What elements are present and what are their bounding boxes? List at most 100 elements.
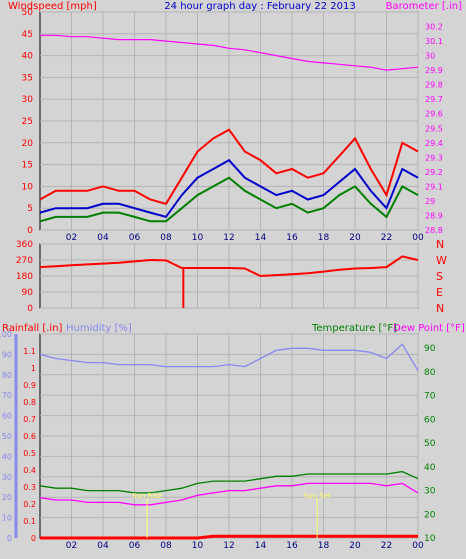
chart-date-title: 24 hour graph day : February 22 2013 [164,1,355,12]
barometer-tick-label: 29.9 [425,66,443,75]
barometer-tick-label: 30.2 [425,23,443,32]
series-barometer [40,34,419,71]
direction-tick-label: 90 [22,288,34,298]
temperature-header: Temperature [°F] [311,323,397,334]
humidity-tick-label: 70 [2,391,12,400]
rainfall-tick-label: 0.7 [23,415,36,424]
barometer-tick-label: 29 [425,197,435,206]
rainfall-tick-label: 0.9 [23,381,36,390]
wind-xtick-label: 10 [192,233,204,243]
direction-tick-label: 0 [27,304,33,314]
temperature-xtick-label: 20 [349,541,361,551]
sun-set-label: Sun Set [304,492,331,500]
barometer-tick-label: 29.1 [425,182,443,191]
rainfall-tick-label: 0.6 [23,432,36,441]
temperature-tick-label: 90 [424,344,436,354]
rainfall-tick-label: 0 [31,534,36,543]
temperature-xtick-label: 08 [160,541,172,551]
barometer-tick-label: 29.3 [425,153,443,162]
humidity-header: Humidity [%] [66,323,132,334]
barometer-tick-label: 30.1 [425,37,443,46]
wind-xtick-label: 02 [66,233,77,243]
humidity-tick-label: 80 [2,371,12,380]
temperature-tick-label: 60 [424,415,436,425]
rainfall-tick-label: 0.3 [23,483,36,492]
series-average [39,158,419,219]
windspeed-tick-label: 25 [22,117,33,127]
series-wind-direction [39,255,419,278]
dewpoint-header: Dew Point [°F] [393,323,465,334]
sun-rise-label: Sun Rise [132,492,162,500]
rainfall-tick-label: 1 [31,364,36,373]
windspeed-tick-label: 5 [27,204,33,214]
temperature-xtick-label: 14 [255,541,267,551]
humidity-tick-label: 0 [7,534,12,543]
temperature-xtick-label: 04 [97,541,109,551]
wind-xtick-label: 22 [381,233,392,243]
direction-tick-label: 360 [16,240,33,250]
rainfall-tick-label: 0.4 [23,466,36,475]
temperature-xtick-label: 00 [412,541,424,551]
wind-xtick-label: 16 [286,233,298,243]
barometer-tick-label: 30 [425,52,435,61]
wind-xtick-label: 12 [223,233,234,243]
rainfall-tick-label: 0.8 [23,398,36,407]
barometer-tick-label: 29.4 [425,139,443,148]
windspeed-tick-label: 15 [22,161,33,171]
wind-xtick-label: 00 [412,233,424,243]
temperature-tick-label: 80 [424,368,436,378]
rainfall-header: Rainfall [.in] [2,323,63,334]
compass-label: E [436,286,443,299]
series-rainfall [40,534,418,540]
series-dew-point [39,482,419,506]
wind-xtick-label: 08 [160,233,172,243]
windspeed-tick-label: 0 [27,226,33,236]
compass-label: S [436,270,443,283]
rainfall-tick-label: 0.2 [23,500,36,509]
humidity-tick-label: 30 [2,473,12,482]
windspeed-tick-label: 50 [22,8,34,18]
direction-tick-label: 180 [16,272,33,282]
temperature-xtick-label: 10 [192,541,204,551]
temperature-tick-label: 20 [424,510,436,520]
series-temperature [39,470,419,494]
humidity-tick-label: 50 [2,432,12,441]
windspeed-tick-label: 35 [22,73,33,83]
wind-xtick-label: 06 [129,233,141,243]
humidity-tick-label: 20 [2,493,12,502]
windspeed-tick-label: 45 [22,30,33,40]
barometer-tick-label: 29.8 [425,81,443,90]
temperature-tick-label: 50 [424,439,436,449]
wind-xtick-label: 14 [255,233,267,243]
series-humidity [39,343,419,372]
temperature-tick-label: 40 [424,463,436,473]
temperature-xtick-label: 06 [129,541,141,551]
barometer-tick-label: 28.8 [425,226,443,235]
windspeed-tick-label: 20 [22,139,34,149]
barometer-tick-label: 28.9 [425,211,443,220]
temperature-xtick-label: 16 [286,541,298,551]
temperature-xtick-label: 02 [66,541,77,551]
series-wind [39,176,419,223]
temperature-tick-label: 10 [424,534,436,544]
barometer-header: Barometer [.in] [386,1,462,12]
windspeed-header: Windspeed [mph] [8,1,97,12]
windspeed-tick-label: 40 [22,52,34,62]
barometer-tick-label: 29.7 [425,95,443,104]
compass-label: N [436,302,444,315]
windspeed-tick-label: 30 [22,95,34,105]
windspeed-tick-label: 10 [22,182,34,192]
wind-xtick-label: 20 [349,233,361,243]
wind-xtick-label: 18 [318,233,330,243]
barometer-tick-label: 29.6 [425,110,443,119]
humidity-tick-label: 10 [2,514,12,523]
direction-tick-label: 270 [16,256,33,266]
humidity-tick-label: 40 [2,452,12,461]
barometer-tick-label: 29.5 [425,124,443,133]
temperature-xtick-label: 18 [318,541,330,551]
compass-label: N [436,238,444,251]
humidity-tick-label: 60 [2,412,12,421]
humidity-tick-label: 90 [2,350,12,359]
